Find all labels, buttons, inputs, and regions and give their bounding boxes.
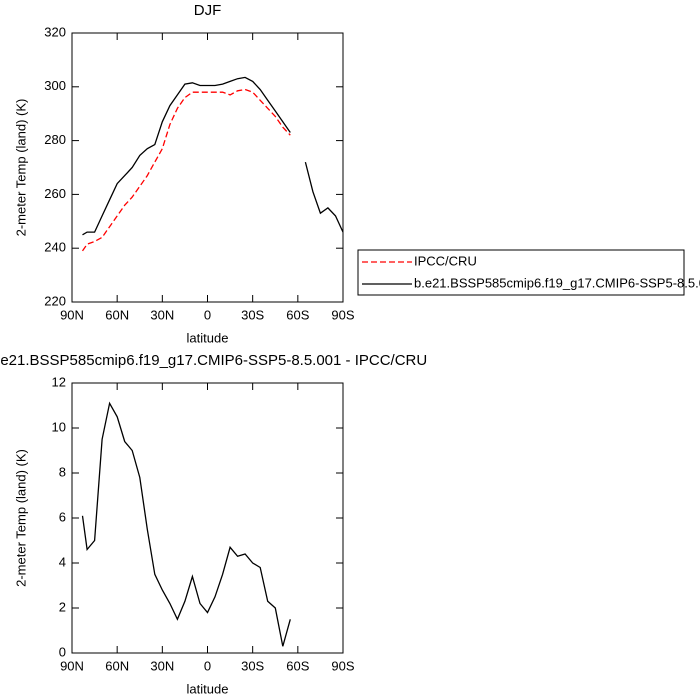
y-tick-label: 8 [59,464,66,479]
x-tick-label: 0 [204,658,211,673]
x-axis-label: latitude [187,681,229,696]
data-line [81,88,291,252]
y-axis-label: 2-meter Temp (land) (K) [13,449,28,587]
x-tick-label: 90S [331,658,354,673]
x-tick-label: 60S [286,307,309,322]
y-tick-label: 260 [44,186,66,201]
y-tick-label: 4 [59,554,66,569]
legend-box [357,249,685,296]
y-tick-label: 0 [59,644,66,659]
legend-label: IPCC/CRU [414,253,477,268]
y-tick-label: 280 [44,132,66,147]
y-tick-label: 6 [59,509,66,524]
y-tick-label: 12 [52,374,66,389]
x-tick-label: 90S [331,307,354,322]
data-line [82,76,344,236]
plot-frame [71,32,344,303]
x-tick-label: 30S [241,307,264,322]
y-tick-label: 320 [44,24,66,39]
y-axis-label: 2-meter Temp (land) (K) [13,99,28,237]
chart-title: DJF [194,2,222,19]
x-tick-label: 90N [60,658,84,673]
x-tick-label: 30S [241,658,264,673]
x-tick-label: 90N [60,307,84,322]
y-tick-label: 220 [44,293,66,308]
y-tick-label: 2 [59,599,66,614]
x-tick-label: 60N [105,307,129,322]
y-tick-label: 10 [52,419,66,434]
y-tick-label: 240 [44,240,66,255]
plot-frame [71,382,344,654]
x-tick-label: 30N [150,658,174,673]
y-tick-label: 300 [44,78,66,93]
chart-title: b.e21.BSSP585cmip6.f19_g17.CMIP6-SSP5-8.… [0,352,427,369]
legend-label: b.e21.BSSP585cmip6.f19_g17.CMIP6-SSP5-8.… [414,275,700,290]
x-tick-label: 60S [286,658,309,673]
x-tick-label: 60N [105,658,129,673]
x-tick-label: 30N [150,307,174,322]
data-line [81,401,291,647]
x-tick-label: 0 [204,307,211,322]
x-axis-label: latitude [187,330,229,345]
